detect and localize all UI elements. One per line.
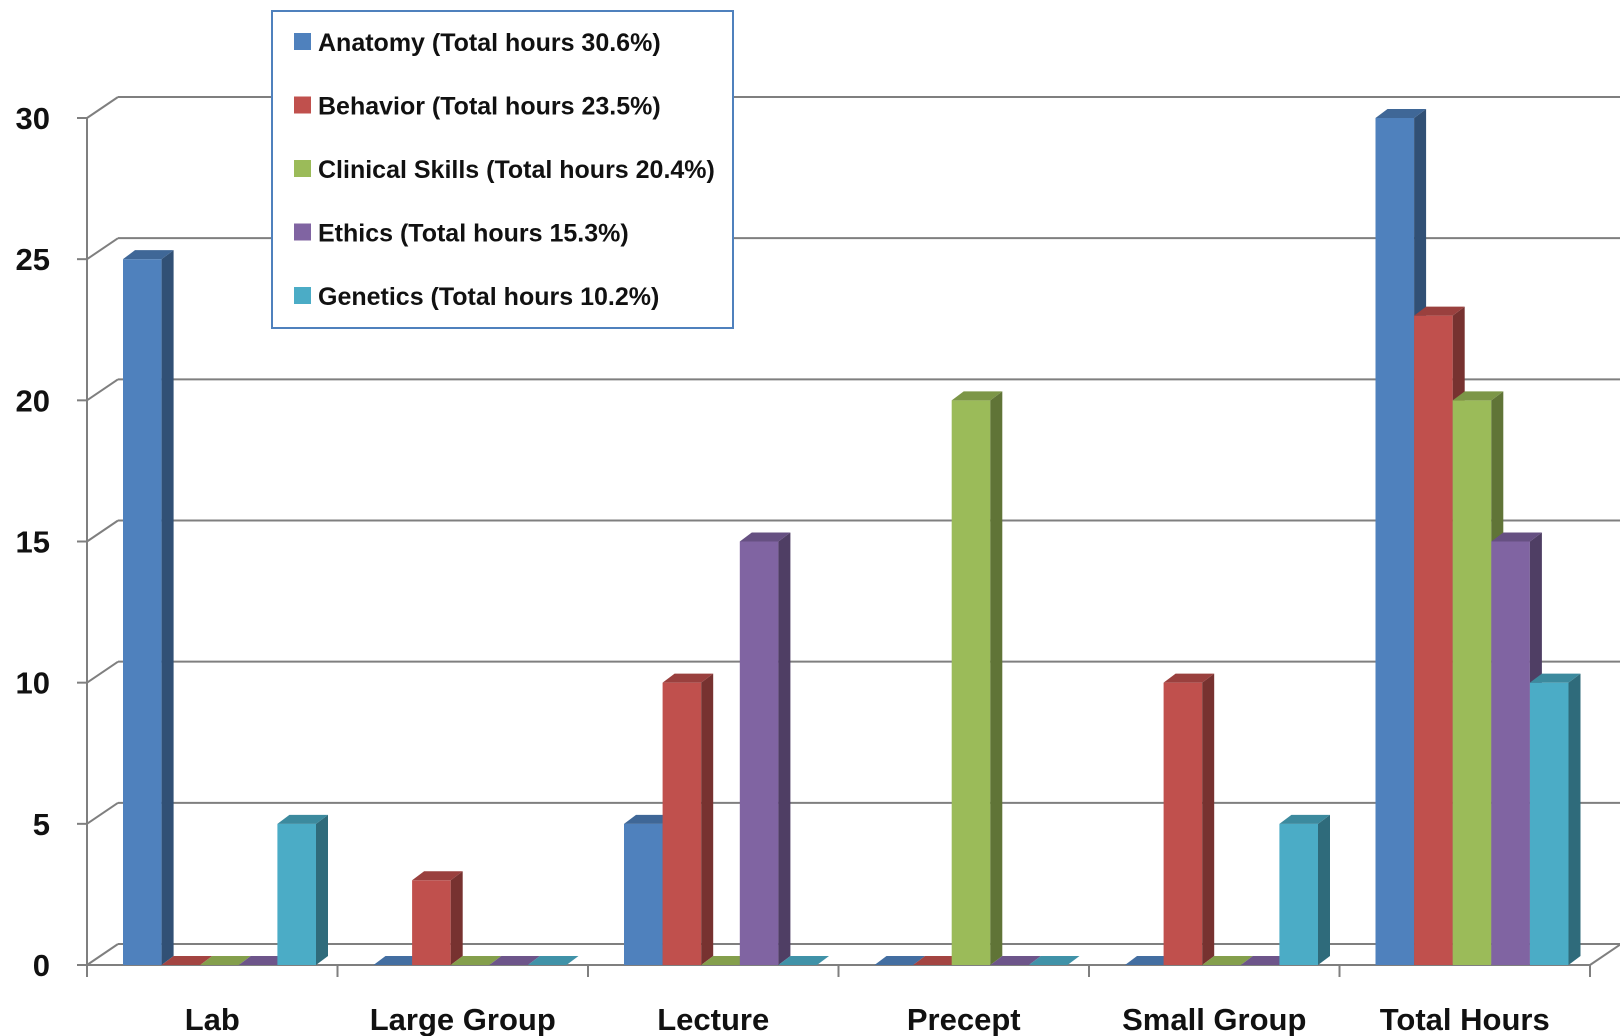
y-tick-label: 20 — [16, 383, 50, 418]
bar — [951, 391, 1003, 965]
bar — [373, 956, 425, 965]
bar — [123, 250, 174, 966]
gridline-depth-tick — [86, 802, 119, 825]
legend-item: Clinical Skills (Total hours 20.4%) — [294, 156, 715, 184]
legend-label: Anatomy (Total hours 30.6%) — [318, 29, 661, 57]
bar — [778, 956, 829, 965]
bar — [161, 956, 213, 965]
legend-item: Behavior (Total hours 23.5%) — [294, 93, 661, 121]
x-tick-label: Large Group — [370, 1002, 556, 1036]
gridline-depth-tick — [86, 660, 119, 684]
bar — [662, 673, 714, 965]
axes — [77, 117, 1620, 977]
bar — [1240, 956, 1292, 965]
y-tick-label: 10 — [16, 666, 50, 701]
legend-item: Ethics (Total hours 15.3%) — [294, 220, 629, 248]
bar — [1125, 956, 1176, 965]
legend-label: Behavior (Total hours 23.5%) — [318, 93, 661, 121]
bar — [1028, 956, 1080, 965]
gridline-depth-tick — [86, 943, 119, 966]
bars — [123, 109, 1581, 966]
bar — [412, 871, 463, 965]
bar — [913, 956, 964, 965]
bar — [200, 956, 251, 965]
x-tick-label: Precept — [907, 1002, 1021, 1036]
legend-swatch — [294, 287, 311, 304]
y-tick-label: 5 — [33, 807, 50, 842]
legend-item: Anatomy (Total hours 30.6%) — [294, 29, 661, 57]
bar — [1529, 673, 1581, 965]
gridline-depth-tick — [86, 378, 119, 402]
y-axis-tick-labels: 0 5 10 15 20 25 30 — [16, 101, 50, 983]
legend-swatch — [294, 96, 311, 114]
bar — [701, 956, 752, 965]
gridline-depth-tick — [86, 237, 119, 260]
legend-label: Genetics (Total hours 10.2%) — [318, 283, 659, 311]
legend-swatch — [294, 33, 311, 50]
bar — [450, 956, 502, 965]
bar — [1279, 814, 1330, 965]
legend-label: Ethics (Total hours 15.3%) — [318, 220, 629, 248]
gridline-depth-tick — [86, 519, 119, 543]
legend-swatch — [294, 223, 311, 241]
bar — [1163, 673, 1215, 965]
bar — [238, 956, 290, 965]
x-axis-category-labels: Lab Large Group Lecture Precept Small Group T… — [185, 1002, 1550, 1036]
bar — [1202, 956, 1253, 965]
x-axis-depth-edge — [1589, 943, 1620, 966]
gridline-depth-tick — [86, 96, 119, 119]
x-tick-label: Lab — [185, 1002, 240, 1036]
bar — [277, 814, 328, 965]
x-tick-label: Small Group — [1122, 1002, 1306, 1036]
y-tick-label: 0 — [33, 948, 50, 983]
legend-box — [271, 10, 734, 329]
bar — [527, 956, 579, 965]
legend-item: Genetics (Total hours 10.2%) — [294, 283, 659, 311]
bar — [874, 956, 926, 965]
legend: Anatomy (Total hours 30.6%) Behavior (Tot… — [271, 10, 734, 329]
x-tick-label: Total Hours — [1380, 1002, 1550, 1036]
bar — [489, 956, 540, 965]
y-tick-label: 30 — [16, 101, 50, 136]
legend-swatch — [294, 160, 311, 177]
y-tick-label: 25 — [16, 242, 50, 277]
y-tick-label: 15 — [16, 525, 50, 560]
x-tick-label: Lecture — [657, 1002, 769, 1036]
bar — [990, 956, 1041, 965]
legend-label: Clinical Skills (Total hours 20.4%) — [318, 156, 715, 184]
bar — [739, 532, 791, 965]
